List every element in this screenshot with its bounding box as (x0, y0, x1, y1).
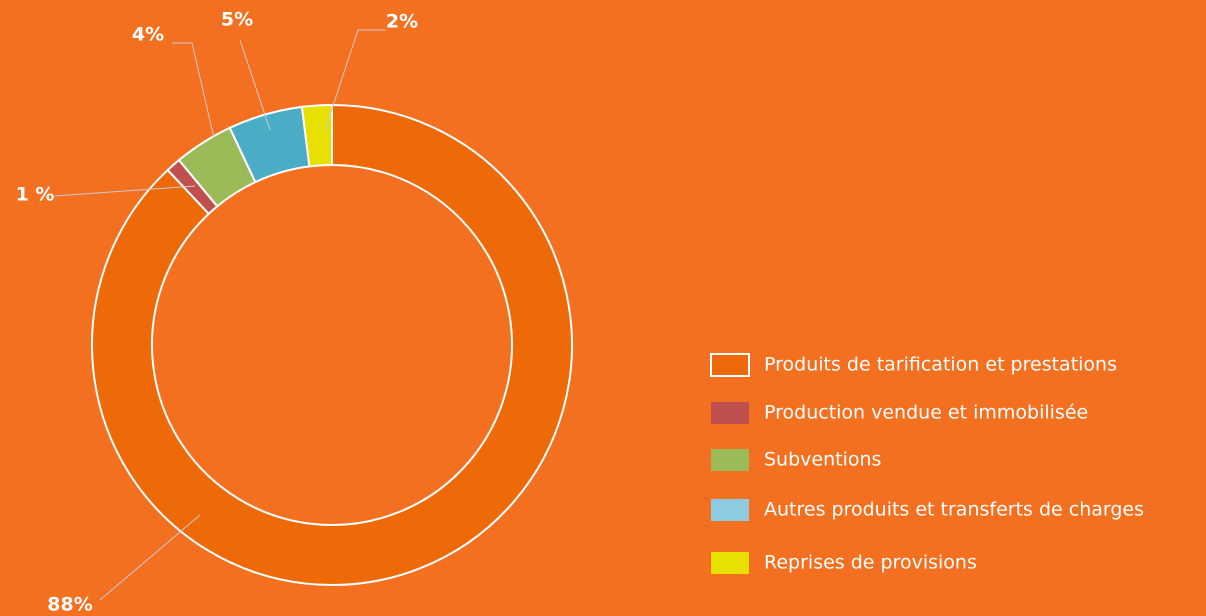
legend-label: Subventions (764, 449, 881, 471)
leader-line (54, 185, 196, 197)
data-label: 88% (47, 594, 92, 616)
legend-label: Produits de tarification et prestations (764, 354, 1117, 376)
legend-swatch (711, 402, 749, 424)
legend-label: Production vendue et immobilisée (764, 402, 1088, 424)
legend-swatch (710, 353, 750, 377)
data-label: 4% (132, 24, 164, 46)
donut-segment (300, 103, 333, 168)
leader-line (99, 514, 201, 601)
leader-line (172, 42, 215, 139)
legend-swatch (711, 499, 749, 521)
legend-swatch (711, 449, 749, 471)
data-label: 2% (386, 11, 418, 33)
legend-label: Autres produits et transferts de charges (764, 499, 1144, 521)
leader-line (239, 39, 271, 131)
legend-label: Reprises de provisions (764, 552, 977, 574)
data-label: 1 % (16, 184, 55, 206)
data-label: 5% (221, 9, 253, 31)
leader-line (324, 29, 386, 131)
legend-swatch (711, 552, 749, 574)
donut-segment (91, 103, 573, 586)
